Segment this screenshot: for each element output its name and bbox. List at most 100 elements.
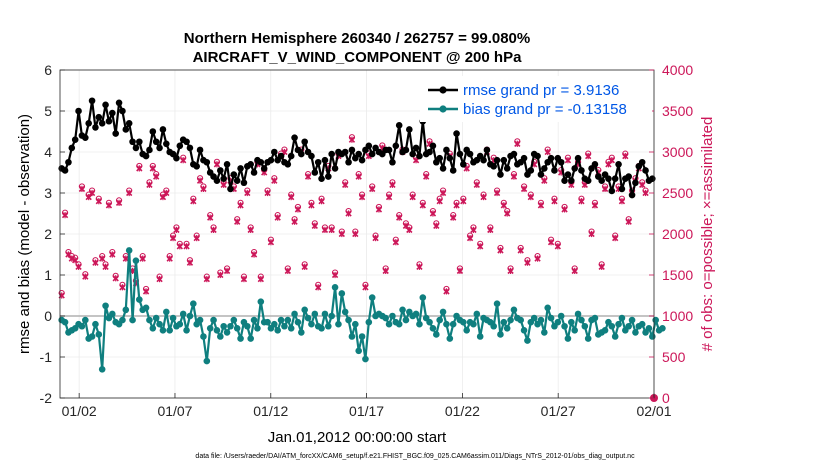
rmse-point	[443, 146, 450, 154]
bias-point	[345, 316, 352, 324]
rmse-point	[456, 150, 464, 158]
obs-assimilated-marker	[355, 173, 362, 180]
obs-assimilated-marker	[82, 273, 89, 280]
obs-assimilated-marker	[369, 185, 376, 193]
chart-title-line1: Northern Hemisphere 260340 / 262757 = 99…	[184, 30, 530, 47]
rmse-point	[345, 158, 352, 166]
bias-point	[632, 329, 639, 336]
y-left-tick-label: 6	[44, 62, 52, 78]
obs-assimilated-marker	[372, 234, 379, 242]
rmse-point	[571, 165, 578, 172]
bias-point	[142, 304, 150, 312]
obs-assimilated-marker	[480, 193, 487, 201]
obs-assimilated-marker	[423, 173, 430, 180]
rmse-point	[233, 177, 241, 184]
rmse-point	[213, 177, 221, 184]
rmse-point	[247, 161, 254, 168]
rmse-point	[61, 167, 69, 174]
bias-point	[659, 325, 666, 332]
x-tick-label: 01/17	[349, 403, 384, 419]
obs-assimilated-marker	[193, 234, 200, 242]
rmse-point	[439, 165, 447, 172]
obs-assimilated-marker	[183, 243, 190, 250]
y-right-tick-label: 3000	[662, 144, 693, 160]
x-tick-label: 01/02	[62, 403, 97, 419]
obs-assimilated-marker	[514, 140, 521, 147]
rmse-point	[318, 175, 325, 182]
obs-assimilated-marker	[308, 202, 315, 209]
bias-point	[311, 310, 319, 318]
obs-assimilated-marker	[601, 185, 609, 193]
bias-point	[652, 316, 659, 324]
rmse-point	[392, 142, 400, 150]
bias-point	[395, 320, 403, 328]
bias-point	[237, 335, 244, 342]
rmse-point	[561, 177, 568, 184]
y-left-tick-label: 4	[44, 144, 52, 160]
x-axis-label: Jan.01,2012 00:00:00 start	[268, 429, 447, 446]
rmse-point	[287, 152, 295, 160]
bias-point	[122, 306, 130, 314]
obs-assimilated-marker	[439, 189, 447, 197]
bias-point	[233, 325, 241, 332]
obs-assimilated-marker	[419, 202, 426, 209]
obs-assimilated-marker	[429, 210, 437, 217]
obs-assimilated-marker	[473, 181, 480, 188]
obs-assimilated-marker	[527, 193, 534, 201]
rmse-point	[227, 185, 234, 193]
obs-assimilated-marker	[507, 267, 514, 275]
bias-point	[61, 318, 69, 326]
rmse-point	[173, 154, 180, 162]
legend-rmse-label: rmse grand pr = 3.9136	[463, 82, 619, 99]
bias-point	[476, 333, 484, 340]
obs-assimilated-marker	[331, 271, 339, 279]
obs-assimilated-marker	[163, 189, 170, 197]
bias-point	[412, 310, 420, 318]
bias-point	[426, 318, 433, 326]
rmse-point	[82, 134, 89, 141]
bias-point	[78, 322, 86, 330]
rmse-point	[75, 107, 82, 115]
bias-point	[271, 320, 278, 328]
x-tick-label: 01/12	[253, 403, 288, 419]
rmse-point	[446, 154, 454, 162]
bias-point	[176, 320, 184, 328]
bias-point	[190, 300, 197, 308]
obs-assimilated-marker	[169, 234, 177, 242]
plot-area	[58, 69, 666, 402]
rmse-point	[146, 146, 153, 154]
rmse-point	[611, 175, 619, 182]
rmse-point	[183, 138, 190, 146]
obs-assimilated-marker	[267, 239, 275, 246]
bias-point	[335, 320, 342, 328]
obs-assimilated-marker	[250, 251, 258, 258]
bias-point	[507, 316, 514, 324]
bias-point	[368, 294, 376, 301]
bias-point	[358, 333, 366, 340]
rmse-point	[112, 130, 119, 137]
obs-assimilated-marker	[68, 255, 75, 262]
rmse-point	[608, 187, 616, 195]
obs-assimilated-marker	[588, 230, 595, 238]
rmse-point	[649, 175, 656, 182]
obs-assimilated-marker	[247, 226, 254, 234]
obs-markers	[58, 134, 658, 402]
bias-point	[82, 316, 89, 324]
obs-assimilated-marker	[544, 148, 551, 156]
bias-point	[98, 366, 106, 373]
rmse-point	[564, 171, 572, 178]
y-left-tick-label: 1	[44, 267, 52, 283]
rmse-series	[58, 97, 656, 199]
bias-point	[179, 310, 187, 318]
obs-assimilated-marker	[585, 152, 592, 160]
rmse-point	[625, 173, 632, 180]
bias-point	[568, 318, 575, 326]
rmse-point	[541, 165, 548, 172]
bias-point	[473, 310, 481, 318]
rmse-point	[480, 156, 487, 164]
bias-point	[196, 316, 204, 324]
rmse-point	[109, 109, 116, 117]
rmse-point	[406, 126, 413, 133]
rmse-point	[314, 158, 322, 166]
rmse-point	[436, 154, 443, 162]
